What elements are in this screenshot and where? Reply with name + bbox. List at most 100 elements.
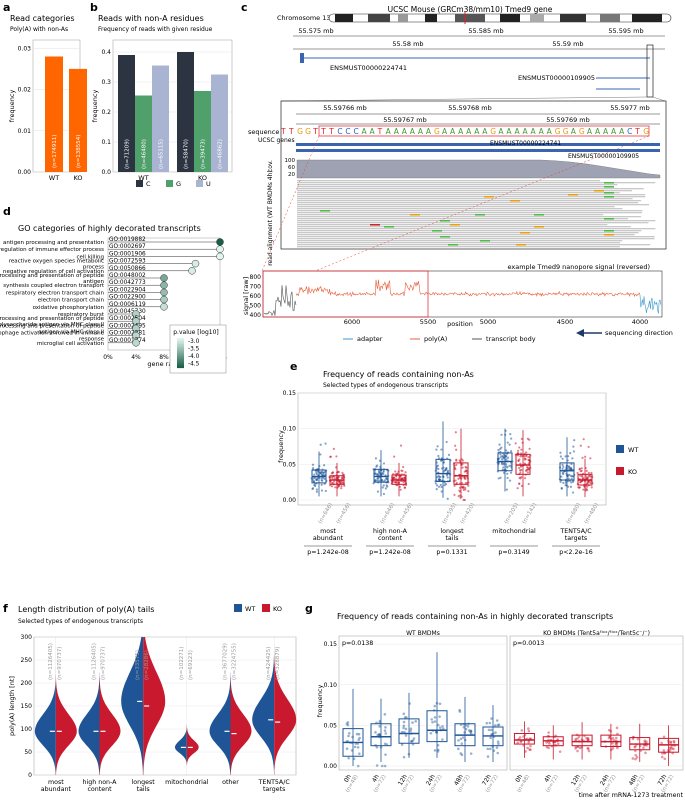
data-point — [333, 477, 337, 480]
data-point — [500, 446, 503, 449]
legend-gradient-step — [177, 363, 184, 366]
time-label: 72h — [657, 773, 669, 787]
data-point — [661, 752, 664, 755]
data-point — [436, 743, 440, 747]
zoom-box — [280, 100, 667, 250]
data-point — [437, 474, 440, 478]
zoom-coord-3: 55.5977 mb — [610, 104, 649, 112]
non-a-residue — [534, 226, 544, 228]
data-point — [587, 445, 590, 449]
legend-wt: WT — [245, 605, 255, 613]
group-label: most — [320, 528, 336, 535]
data-point — [660, 741, 663, 745]
data-point — [505, 449, 508, 452]
data-point — [402, 465, 405, 469]
time-label: 48h — [628, 773, 640, 787]
time-label: 12h — [570, 773, 582, 787]
data-point — [528, 737, 532, 740]
data-point — [586, 738, 590, 741]
data-point — [516, 487, 519, 490]
group-label: content — [378, 535, 403, 542]
panel-g: g Frequency of reads containing non-As i… — [305, 602, 684, 799]
data-point — [586, 736, 590, 740]
read — [297, 208, 623, 210]
panel-letter-e: e — [290, 360, 297, 373]
signal-x-tick: 4500 — [557, 318, 574, 326]
read — [297, 180, 601, 182]
data-point — [400, 730, 404, 734]
data-point — [459, 752, 463, 755]
nucleotide: A — [531, 127, 537, 136]
data-point — [466, 725, 470, 728]
data-point — [489, 747, 492, 751]
data-point — [616, 732, 619, 736]
data-point — [508, 464, 511, 468]
data-point — [404, 727, 408, 731]
data-point — [506, 472, 509, 475]
data-point — [559, 480, 562, 483]
n-label: (n=1126405) — [48, 643, 54, 680]
data-point — [441, 727, 445, 731]
x-tick-label: 8% — [159, 354, 169, 361]
data-point — [670, 747, 674, 750]
group-label: abundant — [313, 535, 344, 542]
n-label: (n=3677029) — [223, 643, 229, 680]
data-point — [358, 736, 361, 740]
panel-e: e Frequency of reads containing non-As S… — [277, 360, 638, 556]
data-point — [569, 474, 572, 477]
data-point — [468, 729, 471, 732]
data-point — [506, 476, 509, 480]
p-value: p=1.242e-08 — [307, 549, 348, 556]
data-point — [548, 742, 551, 745]
data-point — [564, 455, 567, 458]
p-value-ko: p=0.0013 — [513, 640, 544, 647]
data-point — [569, 452, 572, 455]
data-point — [315, 473, 319, 476]
legend-wt-swatch — [616, 445, 624, 453]
data-point — [562, 465, 565, 468]
box-wt — [373, 468, 389, 483]
violin-ko — [230, 637, 252, 775]
nucleotide: A — [611, 127, 617, 136]
y-axis-label: frequency — [277, 430, 285, 463]
legend-tick: -4.0 — [188, 354, 200, 360]
data-point — [382, 484, 385, 487]
group-label: tails — [137, 786, 150, 793]
data-point — [382, 469, 385, 472]
facet-frame-wt — [338, 635, 508, 771]
transcript-label-1: ENSMUST00000224741 — [330, 64, 407, 72]
panel-f-title: Length distribution of poly(A) tails — [18, 605, 154, 614]
nucleotide: C — [627, 127, 632, 136]
data-point — [454, 431, 457, 434]
read — [297, 242, 621, 244]
term-name: processing and presentation of peptide — [0, 316, 105, 322]
read — [297, 230, 642, 232]
term-name: processing and presentation of peptide — [0, 273, 105, 279]
data-point — [571, 475, 574, 478]
data-point — [383, 713, 387, 716]
data-point — [616, 746, 619, 750]
y-tick-label: 0.00 — [18, 169, 32, 176]
data-point — [509, 433, 512, 436]
box-wt — [559, 462, 575, 481]
group-label: tails — [445, 535, 458, 542]
data-point — [561, 467, 564, 470]
data-point — [461, 459, 464, 462]
non-a-residue — [440, 220, 450, 222]
p-value: p=0.1331 — [436, 549, 467, 556]
non-a-residue — [604, 192, 614, 194]
n-label: (n=205) — [504, 502, 521, 525]
term-name: reactive oxygen species metabolic — [9, 259, 104, 265]
data-point — [396, 472, 399, 475]
data-point — [587, 471, 590, 474]
data-point — [587, 749, 591, 753]
data-point — [455, 463, 458, 467]
data-point — [315, 488, 318, 491]
data-point — [614, 743, 618, 747]
legend-label: G — [176, 180, 181, 188]
data-point — [553, 740, 557, 744]
panel-e-title: Frequency of reads containing non-As — [323, 370, 474, 379]
data-point — [438, 702, 442, 706]
facet-frame-ko — [509, 635, 684, 771]
data-point — [394, 470, 397, 473]
